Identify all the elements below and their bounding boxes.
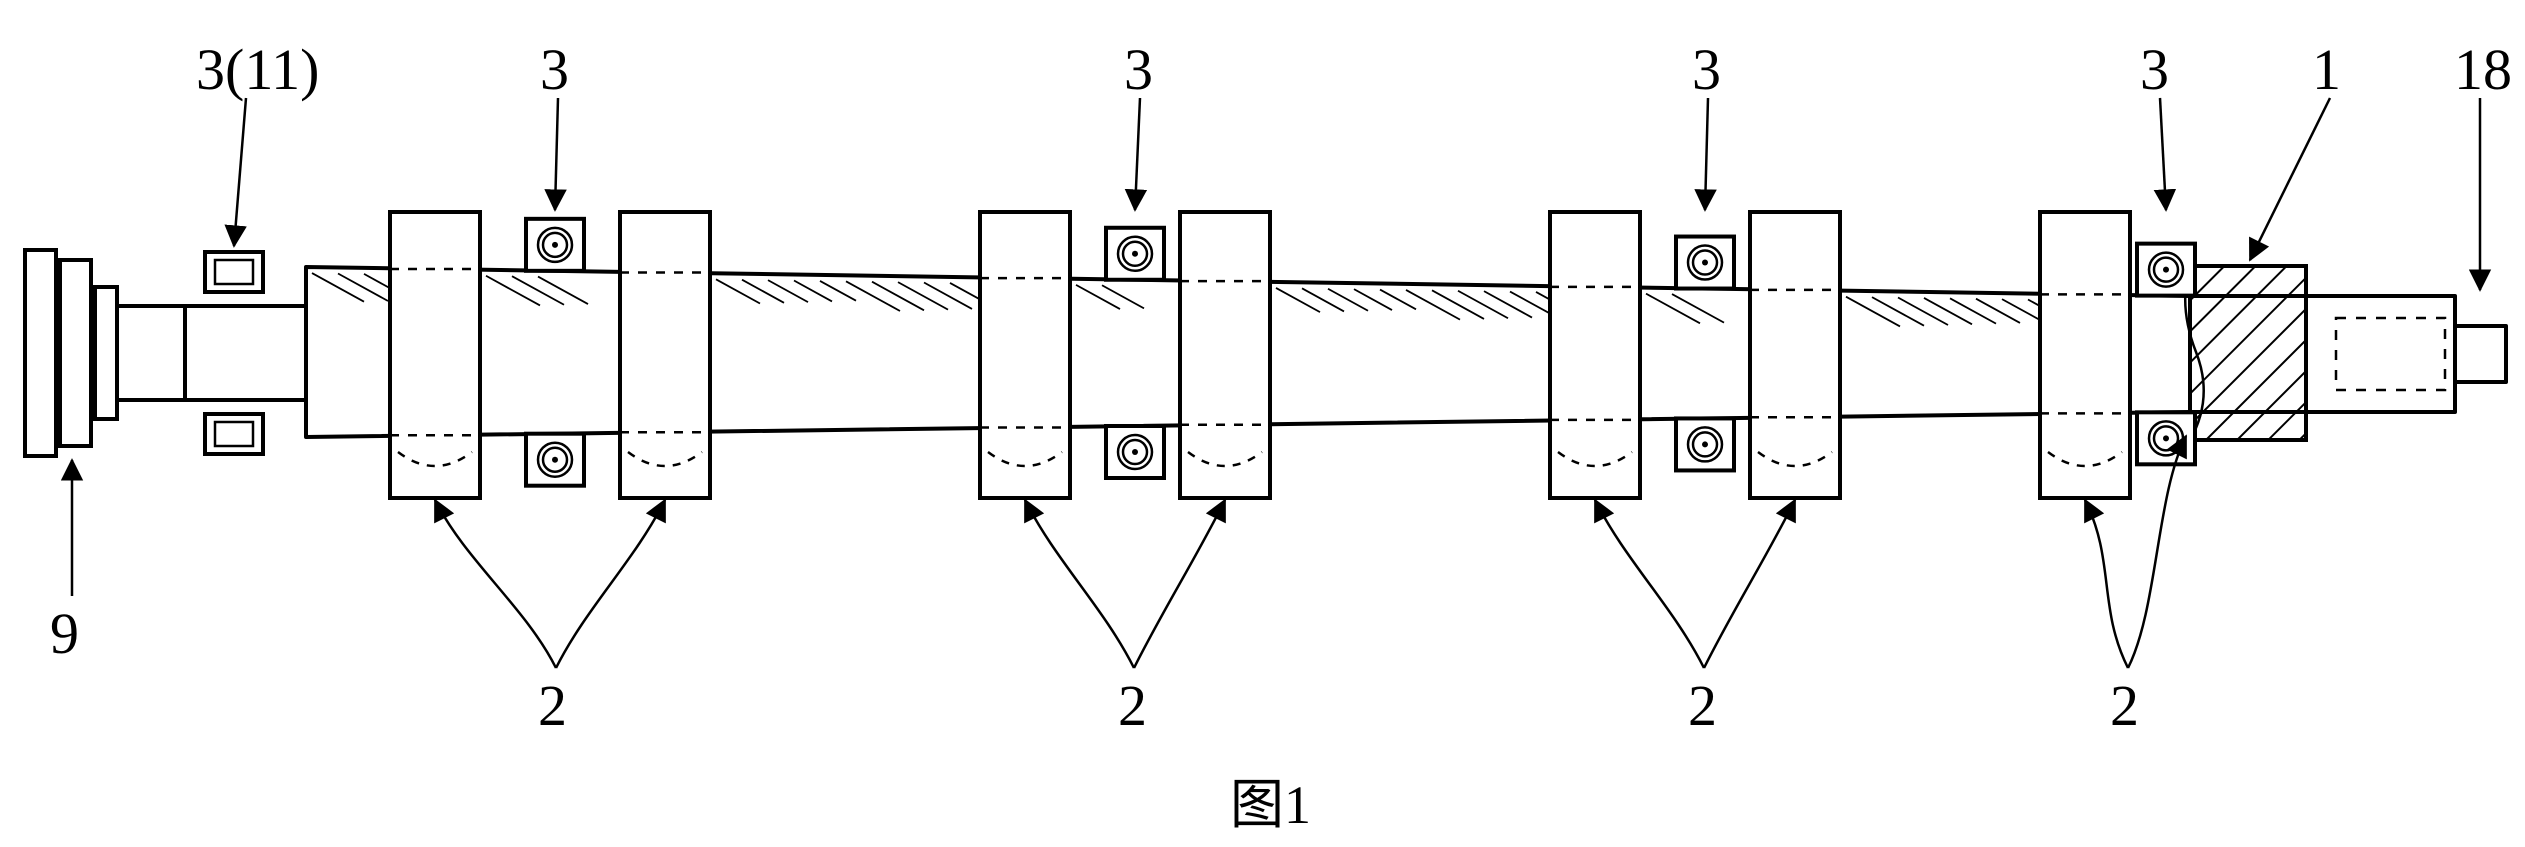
callout-label: 3(11) [196, 36, 319, 103]
callout-label: 3 [1692, 36, 1721, 103]
callout-label: 3 [2140, 36, 2169, 103]
leader [1705, 98, 1708, 210]
leader-pair [1704, 500, 1795, 668]
leader [234, 98, 246, 246]
end-hub [95, 287, 117, 419]
end-disc2 [60, 260, 91, 446]
callout-label: 3 [540, 36, 569, 103]
callout-label: 1 [2312, 36, 2341, 103]
callout-label: 2 [538, 672, 567, 739]
callout-label: 2 [2110, 672, 2139, 739]
leader-pair [2128, 436, 2186, 668]
leader [555, 98, 558, 210]
figure-caption: 图1 [1230, 760, 1311, 839]
leader [2160, 98, 2166, 210]
callout-label: 2 [1118, 672, 1147, 739]
callout-label: 9 [50, 600, 79, 667]
end-disc1 [25, 250, 56, 456]
section-hatch [2190, 266, 2306, 440]
leader-pair [1025, 500, 1134, 668]
callout-label: 3 [1124, 36, 1153, 103]
leader [1135, 98, 1140, 210]
leader-pair [2085, 500, 2128, 668]
leader-pair [556, 500, 665, 668]
callout-label: 18 [2454, 36, 2512, 103]
leader-pair [1595, 500, 1704, 668]
leader-pair [1134, 500, 1225, 668]
callout-label: 2 [1688, 672, 1717, 739]
leader [2250, 98, 2330, 260]
leader-pair [435, 500, 556, 668]
